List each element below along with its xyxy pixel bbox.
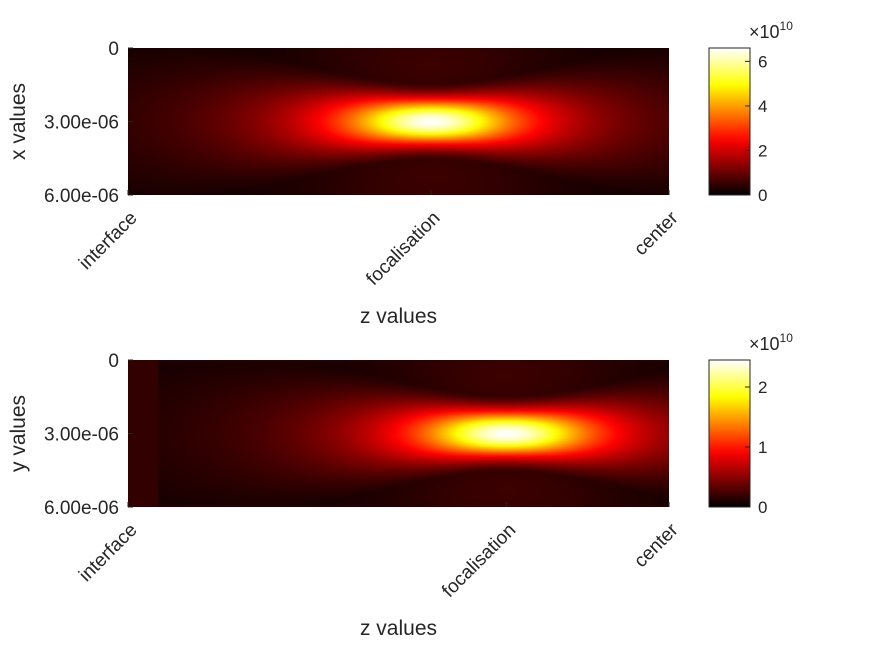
colorbar-exponent-power: 10 bbox=[780, 19, 794, 33]
y-tick-label: 3.00e-06 bbox=[44, 113, 119, 134]
x-axis-label: z values bbox=[360, 617, 437, 640]
y-axis-label: x values bbox=[7, 83, 30, 160]
colorbar-tick-label: 1 bbox=[758, 438, 767, 457]
x-tick-label: focalisation bbox=[438, 520, 520, 602]
colorbar-exponent-label: ×1010 bbox=[749, 331, 793, 354]
y-tick-label: 3.00e-06 bbox=[44, 425, 119, 446]
colorbar-exponent-base: ×10 bbox=[749, 22, 780, 42]
x-tick-label: focalisation bbox=[362, 208, 444, 290]
colorbar-tick-label: 2 bbox=[758, 378, 767, 397]
y-axis-label: y values bbox=[7, 395, 30, 472]
colorbar bbox=[708, 359, 751, 508]
colorbar-exponent-power: 10 bbox=[780, 331, 794, 345]
colorbar-exponent-label: ×1010 bbox=[749, 19, 793, 42]
heatmap-image bbox=[128, 360, 669, 507]
colorbar-tick-label: 4 bbox=[758, 97, 767, 116]
x-tick-label: center bbox=[630, 519, 683, 572]
x-tick-label: center bbox=[630, 207, 683, 260]
x-axis-label: z values bbox=[360, 305, 437, 328]
x-tick-label: interface bbox=[75, 520, 141, 586]
y-tick-label: 6.00e-06 bbox=[44, 498, 119, 519]
colorbar-tick-label: 0 bbox=[758, 186, 767, 205]
heatmap-image bbox=[128, 48, 669, 195]
colorbar-exponent-base: ×10 bbox=[749, 334, 780, 354]
colorbar-tick-label: 2 bbox=[758, 141, 767, 160]
colorbar-tick-label: 0 bbox=[758, 498, 767, 517]
y-tick-label: 6.00e-06 bbox=[44, 186, 119, 207]
colorbar-tick-label: 6 bbox=[758, 52, 767, 71]
x-tick-label: interface bbox=[75, 208, 141, 274]
y-tick-label: 0 bbox=[108, 39, 119, 60]
colorbar bbox=[708, 47, 751, 196]
y-tick-label: 0 bbox=[108, 351, 119, 372]
